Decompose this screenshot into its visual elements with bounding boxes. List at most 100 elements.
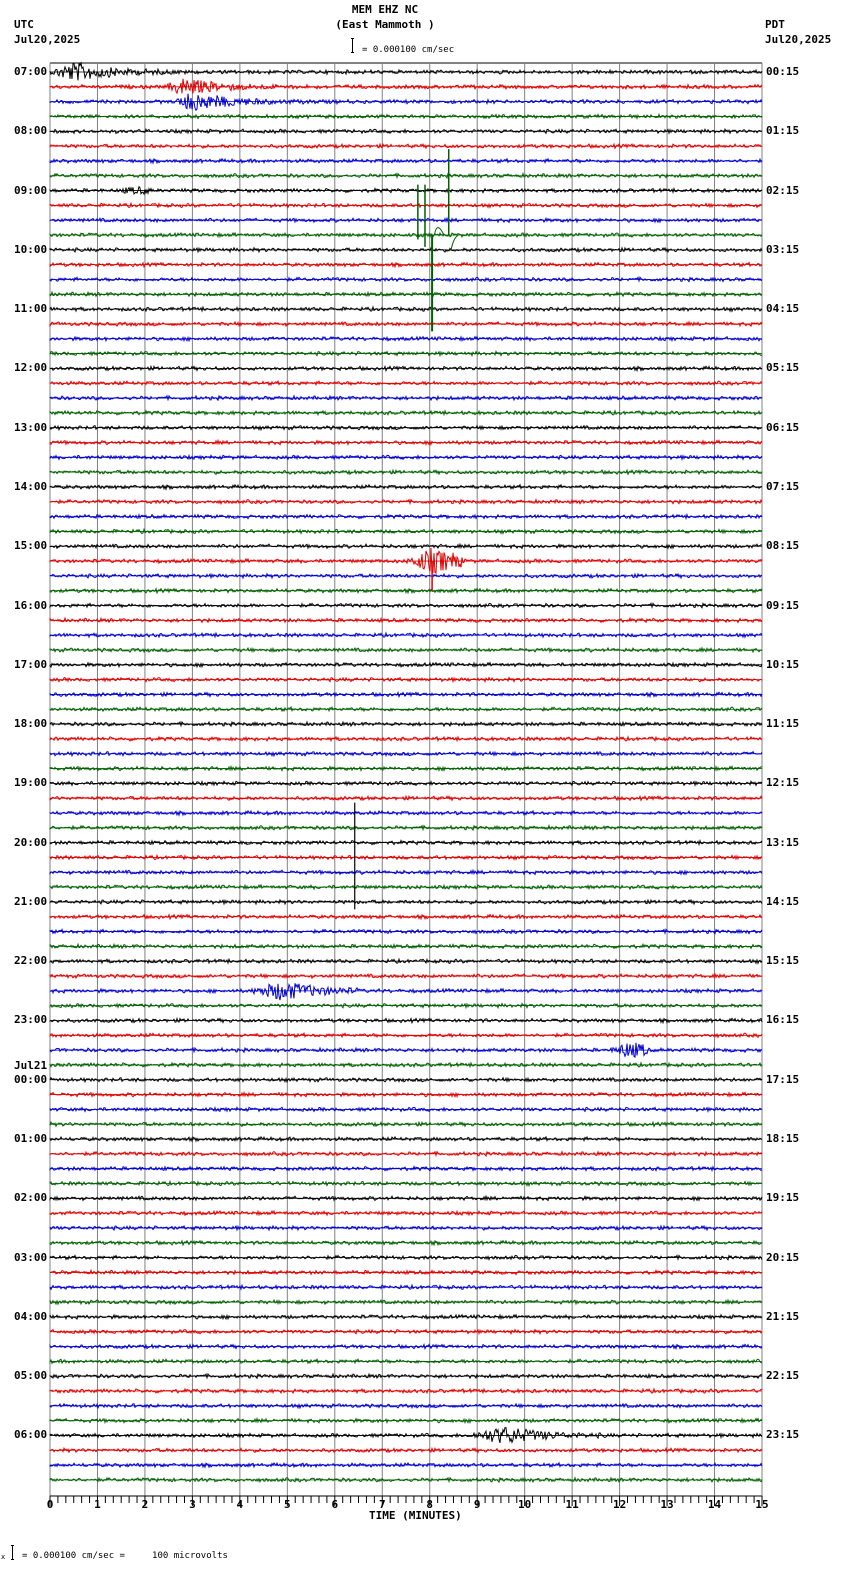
x-tick-label: 8 <box>426 1498 434 1511</box>
seismic-trace <box>49 483 763 491</box>
right-hour-label: 18:15 <box>766 1132 800 1146</box>
right-timezone: PDT <box>765 18 785 31</box>
left-hour-label: 13:00 <box>14 420 48 434</box>
x-tick-label: 3 <box>189 1498 196 1511</box>
left-timezone: UTC <box>14 18 34 31</box>
seismic-trace <box>49 547 763 575</box>
seismic-trace <box>49 142 763 150</box>
seismic-trace <box>49 78 763 95</box>
x-tick-label: 6 <box>331 1498 339 1511</box>
seismic-trace <box>49 335 763 343</box>
x-tick-label: 2 <box>141 1498 149 1511</box>
left-hour-label: 09:00 <box>14 183 48 197</box>
x-tick-label: 10 <box>518 1498 532 1511</box>
left-hour-label: 00:00 <box>14 1072 48 1086</box>
left-hour-label: 16:00 <box>14 598 48 612</box>
left-hour-label: 17:00 <box>14 657 48 671</box>
seismic-trace <box>49 1416 763 1425</box>
seismic-trace <box>49 320 763 328</box>
left-hour-label: 07:00 <box>14 65 48 78</box>
left-date: Jul20,2025 <box>14 33 81 46</box>
seismic-trace <box>49 942 763 950</box>
footer-scale-bar-icon <box>11 1545 14 1560</box>
left-hour-label: 10:00 <box>14 242 48 256</box>
x-tick-label: 14 <box>707 1498 722 1511</box>
right-hour-label: 16:15 <box>766 1013 800 1027</box>
right-hour-label: 23:15 <box>766 1428 800 1442</box>
seismic-trace <box>49 839 763 847</box>
date-change-label: Jul21 <box>14 1058 48 1072</box>
right-hour-label: 19:15 <box>766 1191 800 1205</box>
right-hour-label: 20:15 <box>766 1250 800 1264</box>
left-hour-label: 15:00 <box>14 539 48 553</box>
seismic-trace <box>49 1031 763 1039</box>
x-tick-label: 7 <box>378 1498 386 1511</box>
seismic-trace <box>49 616 763 624</box>
right-hour-label: 08:15 <box>766 539 800 553</box>
seismic-trace <box>49 853 763 861</box>
seismic-trace <box>49 1268 763 1276</box>
seismic-trace <box>49 1120 763 1128</box>
right-hour-label: 10:15 <box>766 657 800 671</box>
right-hour-label: 05:15 <box>766 361 800 375</box>
seismic-trace <box>49 1372 763 1380</box>
seismic-trace <box>49 1328 763 1336</box>
seismic-trace <box>49 957 763 965</box>
seismic-trace <box>49 809 763 817</box>
x-tick-label: 15 <box>755 1498 769 1511</box>
left-hour-label: 05:00 <box>14 1369 48 1383</box>
left-hour-label: 04:00 <box>14 1309 48 1323</box>
left-hour-label: 19:00 <box>14 776 48 790</box>
seismic-trace <box>49 1042 763 1059</box>
seismic-trace <box>49 1105 763 1113</box>
right-hour-label: 02:15 <box>766 183 800 197</box>
seismic-trace <box>49 1283 763 1291</box>
left-hour-label: 03:00 <box>14 1250 48 1264</box>
right-hour-label: 09:15 <box>766 598 800 612</box>
seismic-trace <box>49 913 763 921</box>
right-date: Jul20,2025 <box>765 33 832 46</box>
left-hour-label: 12:00 <box>14 361 48 375</box>
right-hour-label: 00:15 <box>766 65 800 78</box>
right-hour-label: 01:15 <box>766 124 800 138</box>
left-hour-label: 01:00 <box>14 1132 48 1146</box>
x-tick-label: 1 <box>94 1498 101 1511</box>
left-hour-label: 08:00 <box>14 124 48 138</box>
x-tick-label: 13 <box>660 1498 674 1511</box>
station-title: MEM EHZ NC <box>351 3 419 16</box>
x-tick-label: 5 <box>284 1498 291 1511</box>
right-hour-label: 15:15 <box>766 954 800 968</box>
footer-prefix: x <box>1 1553 6 1561</box>
footer-scale-text: = 0.000100 cm/sec = 100 microvolts <box>22 1551 228 1561</box>
x-tick-label: 0 <box>46 1498 54 1511</box>
left-hour-label: 02:00 <box>14 1191 48 1205</box>
seismic-trace <box>49 661 763 669</box>
seismic-trace <box>49 513 763 521</box>
right-hour-label: 21:15 <box>766 1309 800 1323</box>
seismic-trace <box>49 1165 763 1173</box>
x-axis-title: TIME (MINUTES) <box>369 1509 462 1522</box>
scale-bar-icon <box>351 38 354 53</box>
seismic-trace <box>49 201 763 209</box>
right-hour-label: 03:15 <box>766 242 800 256</box>
right-hour-label: 07:15 <box>766 479 800 493</box>
right-hour-label: 04:15 <box>766 302 800 316</box>
right-hour-label: 17:15 <box>766 1072 800 1086</box>
left-hour-label: 20:00 <box>14 835 48 849</box>
left-hour-label: 06:00 <box>14 1428 48 1442</box>
left-hour-label: 22:00 <box>14 954 48 968</box>
seismic-trace <box>49 602 763 610</box>
right-hour-label: 13:15 <box>766 835 800 849</box>
right-hour-label: 12:15 <box>766 776 800 790</box>
right-hour-label: 22:15 <box>766 1369 800 1383</box>
x-tick-label: 4 <box>236 1498 244 1511</box>
left-hour-label: 11:00 <box>14 302 48 316</box>
seismic-trace <box>49 261 763 269</box>
right-hour-label: 14:15 <box>766 894 800 908</box>
left-hour-label: 21:00 <box>14 894 48 908</box>
x-tick-label: 11 <box>565 1498 579 1511</box>
right-hour-label: 06:15 <box>766 420 800 434</box>
seismic-trace <box>49 883 763 891</box>
scale-text: = 0.000100 cm/sec <box>362 45 455 55</box>
x-tick-label: 12 <box>612 1498 627 1511</box>
